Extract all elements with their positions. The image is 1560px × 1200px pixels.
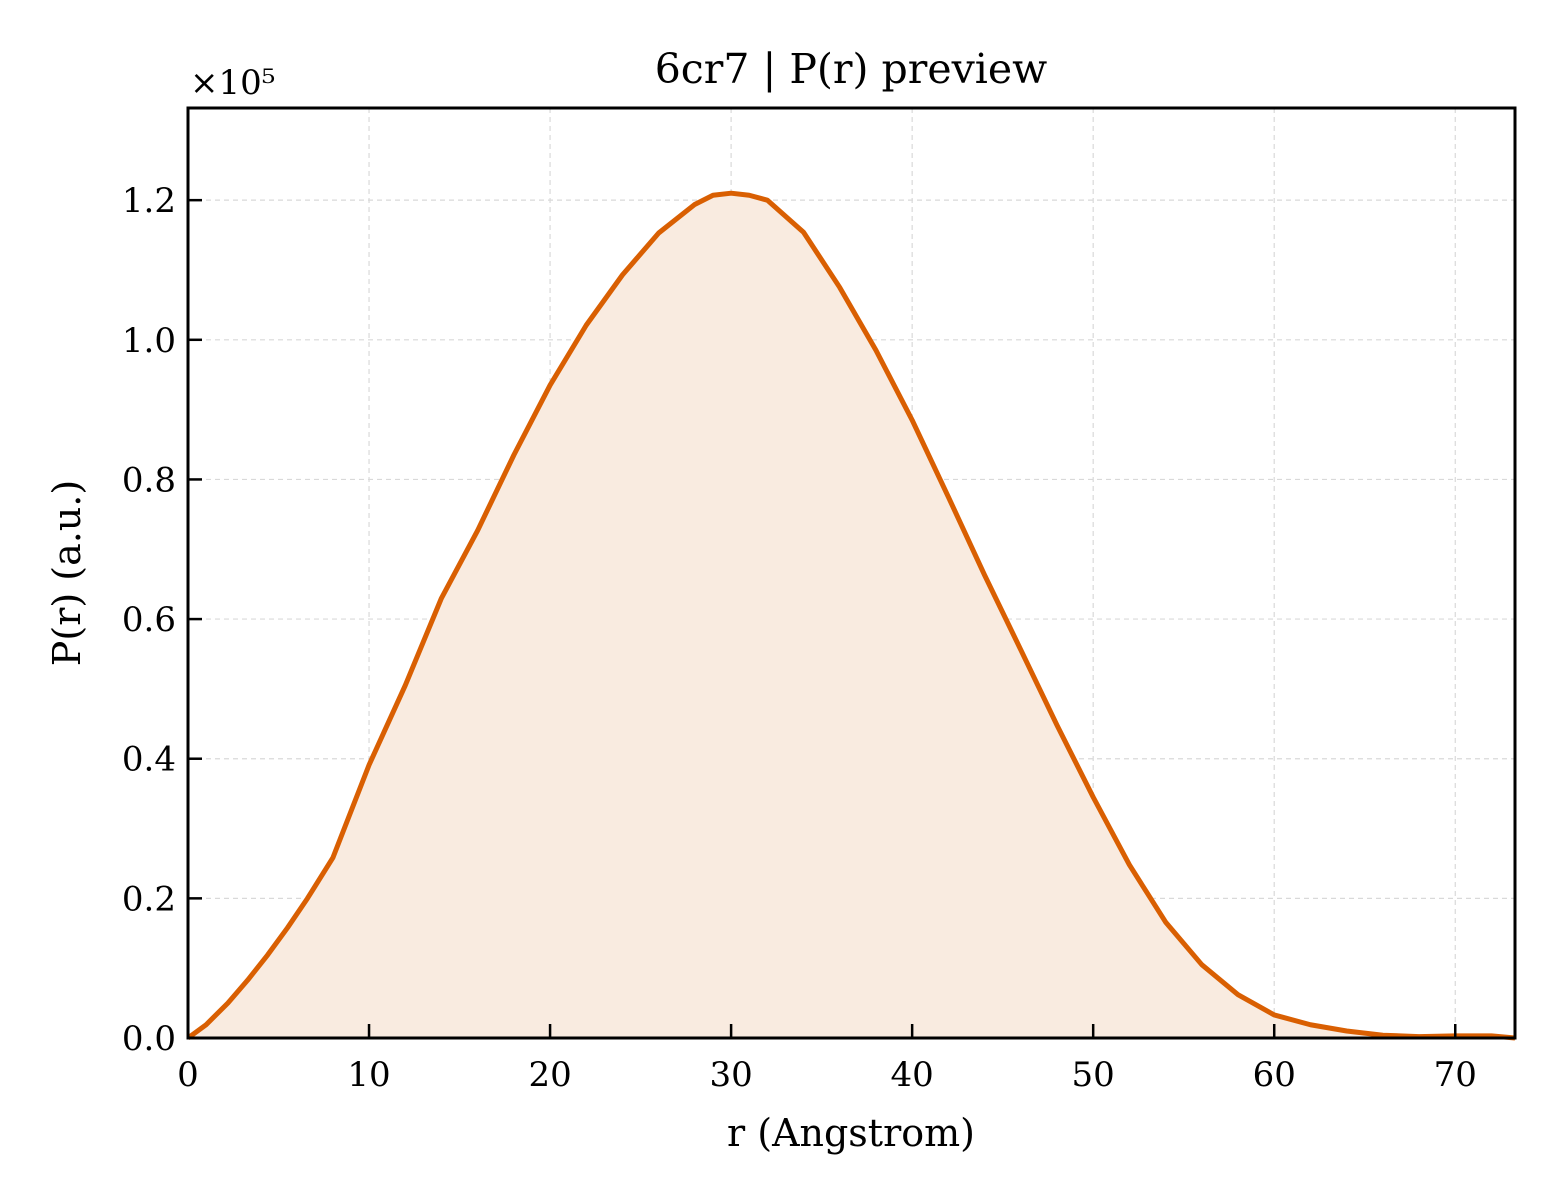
y-tick-label: 0.8 [122, 460, 176, 500]
y-tick-label: 0.4 [122, 740, 176, 780]
chart-title: 6cr7 | P(r) preview [655, 45, 1048, 93]
x-tick-label: 50 [1072, 1055, 1115, 1095]
x-tick-label: 60 [1253, 1055, 1296, 1095]
y-tick-label: 0.6 [122, 600, 176, 640]
x-tick-label: 20 [528, 1055, 571, 1095]
x-tick-label: 70 [1434, 1055, 1477, 1095]
x-axis-label: r (Angstrom) [727, 1111, 975, 1155]
x-tick-label: 30 [709, 1055, 752, 1095]
x-tick-label: 10 [347, 1055, 390, 1095]
area-fill [188, 193, 1515, 1038]
y-tick-label: 0.0 [122, 1019, 176, 1059]
x-tick-label: 0 [177, 1055, 199, 1095]
y-axis-label: P(r) (a.u.) [45, 480, 89, 666]
y-offset-label: ×10⁵ [190, 63, 275, 103]
y-tick-label: 1.0 [122, 321, 176, 361]
x-tick-label: 40 [891, 1055, 934, 1095]
line-series [186, 190, 1516, 1041]
plot-frame [186, 106, 1517, 1040]
y-tick-label: 1.2 [122, 181, 176, 221]
y-tick-label: 0.2 [122, 879, 176, 919]
